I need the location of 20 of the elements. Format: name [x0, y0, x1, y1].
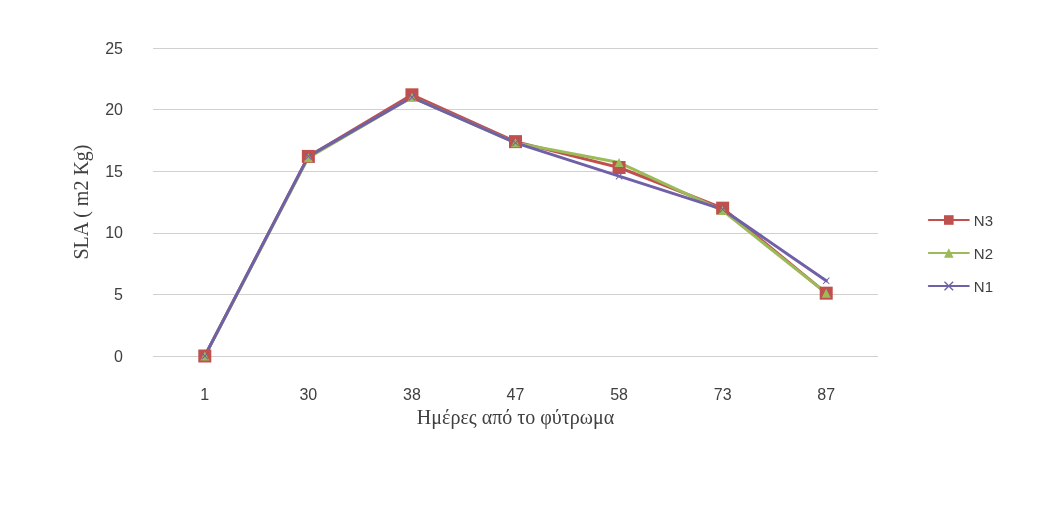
y-tick-label: 15 [105, 162, 124, 180]
x-tick-label: 30 [299, 385, 318, 403]
y-axis-title: SLA ( m2 Kg) [70, 144, 93, 260]
y-tick-label: 20 [105, 101, 124, 119]
x-tick-label: 1 [200, 385, 210, 403]
y-tick-label: 5 [114, 285, 124, 303]
legend-label: N1 [973, 277, 994, 295]
y-tick-label: 25 [105, 39, 124, 57]
y-tick-label: 0 [114, 347, 124, 365]
y-tick-label: 10 [105, 224, 124, 242]
x-tick-label: 38 [403, 385, 421, 403]
legend-label: N3 [973, 211, 994, 229]
x-axis-title: Ημέρες από το φύτρωμα [416, 405, 615, 429]
x-tick-label: 58 [610, 385, 629, 403]
x-tick-label: 47 [506, 385, 525, 403]
x-tick-label: 87 [817, 385, 836, 403]
point [822, 277, 830, 285]
legend-label: N2 [973, 244, 994, 262]
point [614, 158, 624, 168]
x-tick-label: 73 [713, 385, 732, 403]
